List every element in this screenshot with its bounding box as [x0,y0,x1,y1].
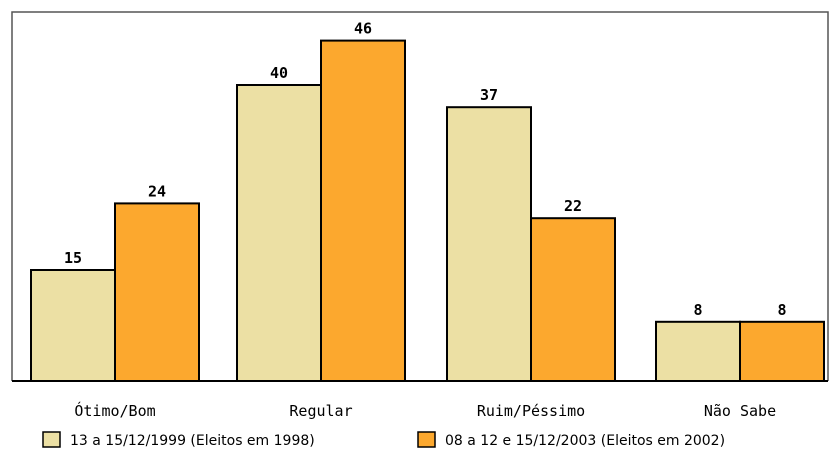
value-label-2-1: 22 [564,197,582,215]
plot-frame [11,11,829,381]
value-label-0-0: 15 [64,249,82,267]
legend-label-0: 13 a 15/12/1999 (Eleitos em 1998) [70,433,315,449]
bar-1-1 [320,39,406,382]
value-label-1-0: 40 [270,64,288,82]
bar-0-0 [30,269,116,382]
legend-swatch-1 [417,431,436,448]
bar-0-1 [114,202,200,382]
legend-label-1: 08 a 12 e 15/12/2003 (Eleitos em 2002) [445,433,725,449]
bar-2-0 [446,106,532,382]
bar-2-1 [530,217,616,382]
category-label-0: Ótimo/Bom [74,401,155,420]
category-label-3: Não Sabe [704,402,776,420]
value-label-3-0: 8 [693,301,702,319]
value-label-0-1: 24 [148,182,166,200]
value-label-1-1: 46 [354,20,372,38]
category-label-2: Ruim/Péssimo [477,402,585,420]
value-label-3-1: 8 [777,301,786,319]
category-label-1: Regular [289,402,352,420]
value-label-2-0: 37 [480,86,498,104]
bar-3-0 [655,320,741,382]
legend-swatch-0 [42,431,61,448]
bar-1-0 [236,84,322,382]
bar-3-1 [739,320,825,382]
